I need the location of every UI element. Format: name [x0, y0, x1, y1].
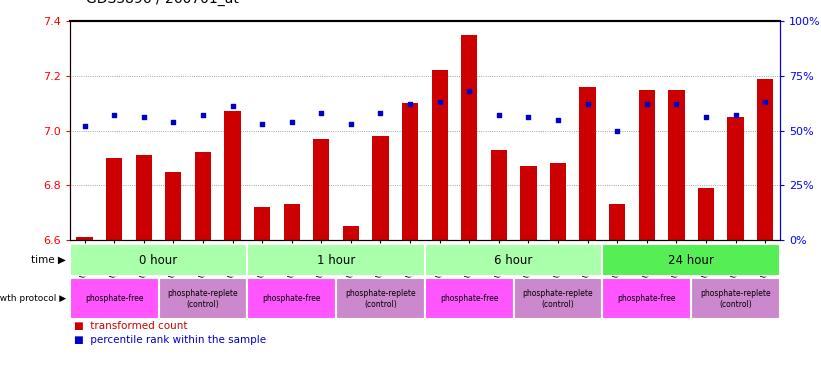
Bar — [514, 278, 603, 319]
Bar — [402, 103, 418, 240]
Point — [78, 123, 91, 129]
Point — [611, 127, 624, 134]
Bar — [342, 226, 359, 240]
Text: 6 hour: 6 hour — [494, 254, 533, 266]
Bar — [461, 35, 477, 240]
Bar — [603, 278, 691, 319]
Bar — [603, 244, 780, 276]
Point — [314, 110, 328, 116]
Text: GDS3896 / 260701_at: GDS3896 / 260701_at — [86, 0, 239, 6]
Bar — [639, 89, 655, 240]
Point — [167, 119, 180, 125]
Point — [255, 121, 268, 127]
Bar — [254, 207, 270, 240]
Bar — [757, 79, 773, 240]
Bar — [668, 89, 685, 240]
Text: ■  percentile rank within the sample: ■ percentile rank within the sample — [74, 335, 266, 345]
Text: phosphate-free: phosphate-free — [263, 294, 321, 303]
Bar — [521, 166, 537, 240]
Point — [226, 103, 239, 109]
Point — [196, 112, 209, 118]
Bar — [165, 172, 181, 240]
Text: phosphate-free: phosphate-free — [617, 294, 676, 303]
Point — [640, 101, 654, 108]
Point — [522, 114, 535, 121]
Bar — [580, 87, 596, 240]
Point — [699, 114, 713, 121]
Bar — [491, 150, 507, 240]
Text: phosphate-free: phosphate-free — [440, 294, 498, 303]
Bar — [224, 111, 241, 240]
Text: time ▶: time ▶ — [31, 255, 66, 265]
Text: phosphate-replete
(control): phosphate-replete (control) — [167, 288, 238, 309]
Bar — [158, 278, 247, 319]
Bar — [425, 244, 603, 276]
Text: growth protocol ▶: growth protocol ▶ — [0, 294, 66, 303]
Bar — [247, 278, 336, 319]
Text: ■  transformed count: ■ transformed count — [74, 321, 187, 331]
Bar — [432, 70, 447, 240]
Bar — [106, 158, 122, 240]
Text: 24 hour: 24 hour — [668, 254, 714, 266]
Bar — [698, 188, 714, 240]
Bar — [76, 237, 93, 240]
Point — [729, 112, 742, 118]
Bar — [727, 117, 744, 240]
Point — [493, 112, 506, 118]
Bar — [70, 278, 158, 319]
Point — [463, 88, 476, 94]
Bar — [373, 136, 388, 240]
Text: phosphate-free: phosphate-free — [85, 294, 144, 303]
Point — [108, 112, 121, 118]
Bar — [195, 152, 211, 240]
Bar — [336, 278, 425, 319]
Bar — [247, 244, 425, 276]
Point — [344, 121, 357, 127]
Point — [403, 101, 416, 108]
Bar — [283, 204, 300, 240]
Point — [285, 119, 298, 125]
Bar — [550, 164, 566, 240]
Bar — [425, 278, 514, 319]
Text: phosphate-replete
(control): phosphate-replete (control) — [700, 288, 771, 309]
Bar — [691, 278, 780, 319]
Point — [581, 101, 594, 108]
Text: phosphate-replete
(control): phosphate-replete (control) — [523, 288, 594, 309]
Point — [433, 99, 447, 105]
Text: 1 hour: 1 hour — [317, 254, 355, 266]
Point — [759, 99, 772, 105]
Point — [552, 117, 565, 123]
Text: phosphate-replete
(control): phosphate-replete (control) — [345, 288, 415, 309]
Bar — [70, 244, 247, 276]
Point — [670, 101, 683, 108]
Point — [374, 110, 387, 116]
Text: 0 hour: 0 hour — [140, 254, 177, 266]
Bar — [313, 139, 329, 240]
Bar — [609, 204, 626, 240]
Bar — [135, 155, 152, 240]
Point — [137, 114, 150, 121]
